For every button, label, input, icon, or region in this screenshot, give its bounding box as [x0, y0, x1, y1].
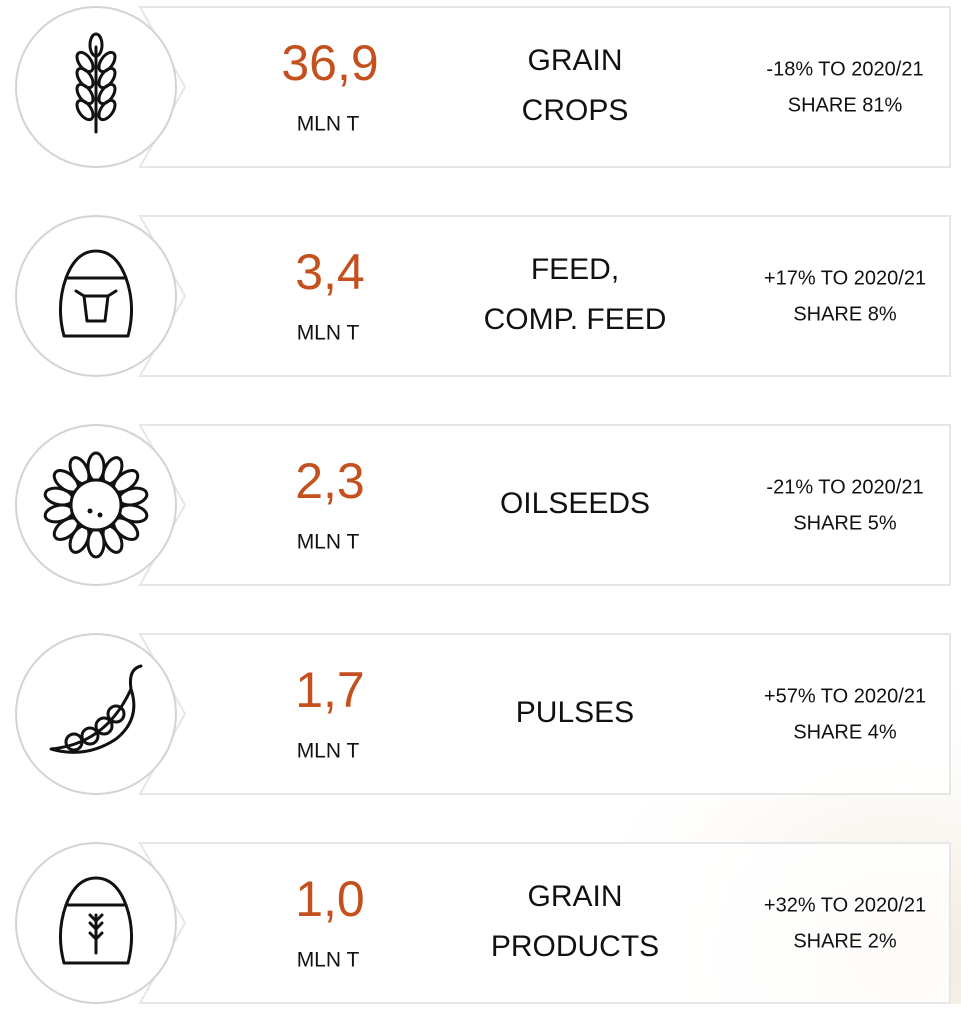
value: 3,4 [295, 244, 365, 300]
category-label: PRODUCTS [491, 930, 659, 963]
change-text: -18% TO 2020/21 [766, 58, 923, 80]
unit: MLN T [297, 113, 360, 136]
category-label: FEED, [531, 253, 619, 286]
change-text: SHARE 4% [793, 721, 897, 743]
icon-circle [16, 634, 176, 794]
infographic: 36,9 MLN T GRAIN CROPS -18% TO 2020/21 SHARE … [0, 0, 961, 1004]
row: 1,7 MLN T PULSES +57% TO 2020/21 SHARE 4% [16, 634, 950, 794]
change-text: SHARE 5% [793, 512, 897, 534]
row: 3,4 MLN T FEED, COMP. FEED +17% TO 2020/21 SH… [16, 216, 950, 376]
category-label: GRAIN [527, 880, 622, 913]
card [140, 7, 950, 167]
value: 2,3 [295, 453, 365, 509]
change-text: SHARE 81% [788, 94, 903, 116]
category-label: GRAIN [527, 44, 622, 77]
value: 1,0 [295, 871, 365, 927]
category-label: PULSES [516, 696, 634, 729]
value: 36,9 [281, 35, 378, 91]
category-label: CROPS [522, 94, 629, 127]
unit: MLN T [297, 949, 360, 972]
value: 1,7 [295, 662, 365, 718]
change-text: SHARE 8% [793, 303, 897, 325]
category-label: COMP. FEED [484, 303, 667, 336]
card [140, 843, 950, 1003]
change-text: +32% TO 2020/21 [764, 894, 926, 916]
unit: MLN T [297, 322, 360, 345]
category-label: OILSEEDS [500, 487, 650, 520]
change-text: +17% TO 2020/21 [764, 267, 926, 289]
unit: MLN T [297, 531, 360, 554]
icon-seed [98, 513, 103, 518]
unit: MLN T [297, 740, 360, 763]
change-text: -21% TO 2020/21 [766, 476, 923, 498]
card [140, 216, 950, 376]
change-text: +57% TO 2020/21 [764, 685, 926, 707]
row: 2,3 MLN T OILSEEDS -21% TO 2020/21 SHARE 5% [16, 425, 950, 585]
row: 36,9 MLN T GRAIN CROPS -18% TO 2020/21 SHARE … [16, 7, 950, 167]
icon-center [71, 480, 121, 530]
change-text: SHARE 2% [793, 930, 897, 952]
row: 1,0 MLN T GRAIN PRODUCTS +32% TO 2020/21 SHAR… [16, 843, 950, 1003]
page: 36,9 MLN T GRAIN CROPS -18% TO 2020/21 SHARE … [0, 0, 961, 1004]
icon-seed [88, 509, 93, 514]
